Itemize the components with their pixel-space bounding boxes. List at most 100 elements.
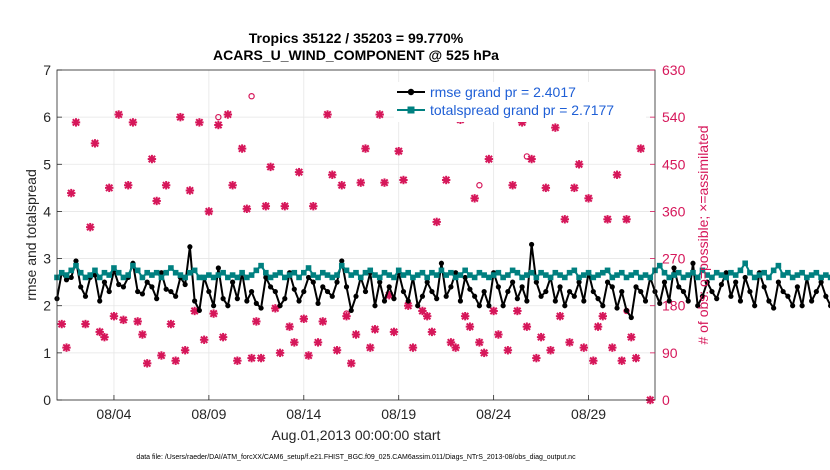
totalspread-point	[751, 274, 758, 281]
obs-assimilated-marker	[176, 112, 185, 122]
rmse-point	[809, 298, 815, 304]
rmse-point	[73, 258, 79, 264]
totalspread-point	[443, 272, 449, 278]
y-tick-label: 6	[43, 109, 51, 125]
rmse-point	[557, 284, 563, 290]
obs-assimilated-marker	[166, 319, 176, 329]
rmse-point	[372, 303, 378, 309]
y2-tick-label: 270	[662, 251, 686, 267]
obs-assimilated-marker	[285, 322, 294, 331]
rmse-point	[543, 288, 549, 295]
totalspread-point	[315, 274, 321, 281]
totalspread-point	[448, 269, 454, 276]
rmse-point	[244, 298, 250, 304]
rmse-point	[761, 284, 767, 290]
rmse-point	[486, 303, 492, 309]
obs-assimilated-marker	[209, 309, 218, 318]
rmse-point	[320, 284, 326, 290]
obs-assimilated-marker	[86, 222, 95, 232]
obs-assimilated-marker	[404, 301, 413, 310]
totalspread-point	[87, 272, 94, 278]
obs-assimilated-marker	[475, 338, 484, 347]
totalspread-point	[163, 269, 169, 276]
rmse-point	[661, 279, 668, 285]
totalspread-point	[747, 269, 753, 276]
obs-assimilated-marker	[299, 314, 308, 324]
totalspread-point	[509, 267, 516, 274]
totalspread-point	[82, 274, 89, 281]
totalspread-point	[799, 269, 805, 276]
rmse-point	[101, 279, 108, 285]
rmse-point	[785, 293, 791, 299]
totalspread-point	[699, 267, 706, 274]
legend-totalspread-marker	[407, 106, 415, 114]
obs-possible-marker	[248, 92, 255, 100]
rmse-point	[453, 270, 459, 276]
obs-assimilated-marker	[351, 330, 361, 339]
totalspread-point	[286, 272, 293, 278]
obs-assimilated-marker	[622, 215, 631, 224]
totalspread-point	[187, 269, 193, 276]
totalspread-point	[329, 274, 336, 281]
rmse-point	[339, 258, 345, 264]
rmse-point	[448, 284, 454, 290]
obs-assimilated-marker	[522, 322, 532, 331]
rmse-point	[609, 284, 615, 290]
obs-possible-marker	[476, 182, 483, 189]
rmse-point	[562, 303, 568, 309]
totalspread-point	[115, 269, 122, 276]
obs-assimilated-marker	[574, 160, 584, 169]
y-tick-label: 0	[43, 392, 51, 408]
obs-assimilated-marker	[536, 332, 546, 342]
obs-assimilated-marker	[90, 139, 100, 148]
obs-assimilated-marker	[95, 327, 104, 337]
totalspread-point	[424, 274, 430, 281]
y2-tick-label: 180	[662, 298, 686, 314]
totalspread-point	[206, 272, 212, 278]
rmse-point	[657, 300, 663, 306]
obs-assimilated-marker	[489, 306, 498, 316]
x-tick-label: 08/14	[286, 406, 321, 422]
obs-assimilated-marker	[57, 319, 66, 329]
rmse-point	[78, 284, 84, 290]
obs-assimilated-marker	[105, 183, 114, 193]
obs-assimilated-marker	[294, 167, 304, 177]
rmse-point	[106, 288, 112, 295]
totalspread-point	[58, 269, 65, 276]
rmse-point	[747, 288, 753, 295]
x-tick-label: 08/09	[191, 406, 226, 422]
rmse-point	[566, 288, 573, 295]
totalspread-point	[405, 269, 412, 276]
totalspread-point	[300, 269, 307, 276]
totalspread-point	[125, 272, 131, 278]
rmse-point	[519, 284, 525, 290]
totalspread-point	[495, 269, 502, 276]
obs-assimilated-marker	[313, 338, 323, 347]
rmse-point	[230, 279, 236, 285]
rmse-point	[472, 293, 478, 299]
rmse-point	[405, 298, 411, 304]
rmse-point	[476, 303, 482, 309]
obs-assimilated-marker	[470, 194, 479, 203]
obs-assimilated-marker	[337, 181, 346, 190]
y2-axis-label: # of obs: o=possible; ×=assimilated	[695, 125, 711, 344]
rmse-point	[97, 298, 103, 304]
rmse-point	[263, 274, 269, 281]
rmse-point	[766, 298, 772, 304]
obs-assimilated-marker	[233, 356, 242, 365]
totalspread-point	[106, 272, 113, 278]
totalspread-point	[599, 269, 606, 276]
obs-assimilated-marker	[157, 351, 166, 360]
rmse-point	[752, 303, 758, 309]
totalspread-point	[68, 267, 75, 274]
totalspread-point	[111, 265, 117, 271]
obs-assimilated-marker	[375, 110, 384, 119]
rmse-point	[638, 288, 644, 295]
totalspread-point	[543, 272, 549, 278]
obs-assimilated-marker	[465, 322, 475, 331]
obs-assimilated-marker	[451, 343, 460, 352]
rmse-point	[135, 288, 141, 295]
rmse-point	[595, 296, 601, 302]
rmse-point	[604, 279, 611, 285]
totalspread-point	[96, 274, 103, 281]
